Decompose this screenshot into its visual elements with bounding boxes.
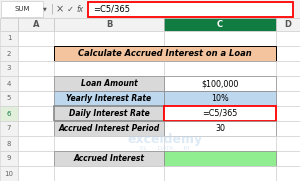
Text: 5: 5 bbox=[7, 96, 11, 102]
Bar bbox=[0, 0, 300, 18]
Bar bbox=[54, 136, 164, 151]
Bar bbox=[18, 151, 54, 166]
Text: 30: 30 bbox=[215, 124, 225, 133]
Bar bbox=[0, 151, 18, 166]
Text: Accrued Interest Period: Accrued Interest Period bbox=[58, 124, 160, 133]
Bar bbox=[54, 18, 164, 31]
Text: Yearly Interest Rate: Yearly Interest Rate bbox=[66, 94, 152, 103]
Bar bbox=[18, 91, 54, 106]
Bar bbox=[54, 61, 164, 76]
Text: 3: 3 bbox=[7, 66, 11, 71]
Bar bbox=[276, 166, 300, 181]
Bar bbox=[18, 121, 54, 136]
Bar bbox=[164, 151, 276, 166]
Bar bbox=[276, 136, 300, 151]
Bar bbox=[54, 46, 276, 61]
Bar bbox=[18, 31, 54, 46]
Text: 1: 1 bbox=[7, 35, 11, 41]
Bar bbox=[18, 106, 54, 121]
Text: fx: fx bbox=[76, 5, 84, 14]
Text: 4: 4 bbox=[7, 81, 11, 87]
Bar bbox=[164, 61, 276, 76]
Bar bbox=[0, 136, 18, 151]
Text: B: B bbox=[106, 20, 112, 29]
Bar bbox=[18, 166, 54, 181]
Bar bbox=[1, 1, 43, 17]
Text: $100,000: $100,000 bbox=[201, 79, 239, 88]
Bar bbox=[0, 76, 18, 91]
Bar bbox=[54, 151, 164, 166]
Bar bbox=[276, 106, 300, 121]
Bar bbox=[164, 106, 276, 121]
Bar bbox=[0, 31, 18, 46]
Bar bbox=[0, 121, 18, 136]
Bar bbox=[54, 76, 164, 91]
Text: A: A bbox=[33, 20, 39, 29]
Text: D: D bbox=[284, 20, 292, 29]
Bar bbox=[164, 31, 276, 46]
Text: EL  ·  DATA  ·  BI: EL · DATA · BI bbox=[140, 146, 190, 151]
Bar bbox=[276, 151, 300, 166]
Bar bbox=[18, 76, 54, 91]
Bar bbox=[164, 76, 276, 91]
Text: 2: 2 bbox=[7, 50, 11, 56]
Bar bbox=[88, 1, 293, 16]
Text: 7: 7 bbox=[7, 125, 11, 132]
Bar bbox=[0, 166, 18, 181]
Bar bbox=[54, 106, 164, 121]
Text: 6: 6 bbox=[7, 110, 11, 117]
Bar bbox=[164, 136, 276, 151]
Text: exceldemy: exceldemy bbox=[128, 133, 202, 146]
Bar bbox=[54, 121, 164, 136]
Bar bbox=[276, 46, 300, 61]
Text: 8: 8 bbox=[7, 140, 11, 146]
Text: |: | bbox=[50, 4, 54, 14]
Text: C: C bbox=[217, 20, 223, 29]
Bar bbox=[276, 121, 300, 136]
Bar bbox=[276, 76, 300, 91]
Text: ▼: ▼ bbox=[43, 7, 47, 12]
Bar bbox=[276, 31, 300, 46]
Text: Loan Amount: Loan Amount bbox=[81, 79, 137, 88]
Bar bbox=[54, 31, 164, 46]
Bar bbox=[18, 18, 54, 31]
Text: Calculate Accrued Interest on a Loan: Calculate Accrued Interest on a Loan bbox=[78, 49, 252, 58]
Bar bbox=[276, 61, 300, 76]
Text: Daily Interest Rate: Daily Interest Rate bbox=[69, 109, 149, 118]
Bar bbox=[276, 18, 300, 31]
Bar bbox=[0, 106, 18, 121]
Bar bbox=[164, 18, 276, 31]
Bar bbox=[164, 121, 276, 136]
Text: 10%: 10% bbox=[211, 94, 229, 103]
Text: =C5/365: =C5/365 bbox=[202, 109, 238, 118]
Text: =C5/365: =C5/365 bbox=[93, 5, 130, 14]
Bar bbox=[164, 166, 276, 181]
Bar bbox=[18, 46, 54, 61]
Text: 9: 9 bbox=[7, 155, 11, 161]
Bar bbox=[0, 91, 18, 106]
Text: ×: × bbox=[56, 4, 64, 14]
Bar bbox=[54, 91, 164, 106]
Bar bbox=[0, 61, 18, 76]
Bar bbox=[0, 18, 18, 31]
Bar bbox=[18, 61, 54, 76]
Text: SUM: SUM bbox=[14, 6, 30, 12]
Bar bbox=[0, 46, 18, 61]
Text: Accrued Interest: Accrued Interest bbox=[74, 154, 145, 163]
Text: ✓: ✓ bbox=[67, 5, 73, 14]
Bar bbox=[18, 136, 54, 151]
Bar bbox=[276, 91, 300, 106]
Text: 10: 10 bbox=[4, 171, 14, 176]
Bar bbox=[164, 91, 276, 106]
Bar bbox=[54, 166, 164, 181]
